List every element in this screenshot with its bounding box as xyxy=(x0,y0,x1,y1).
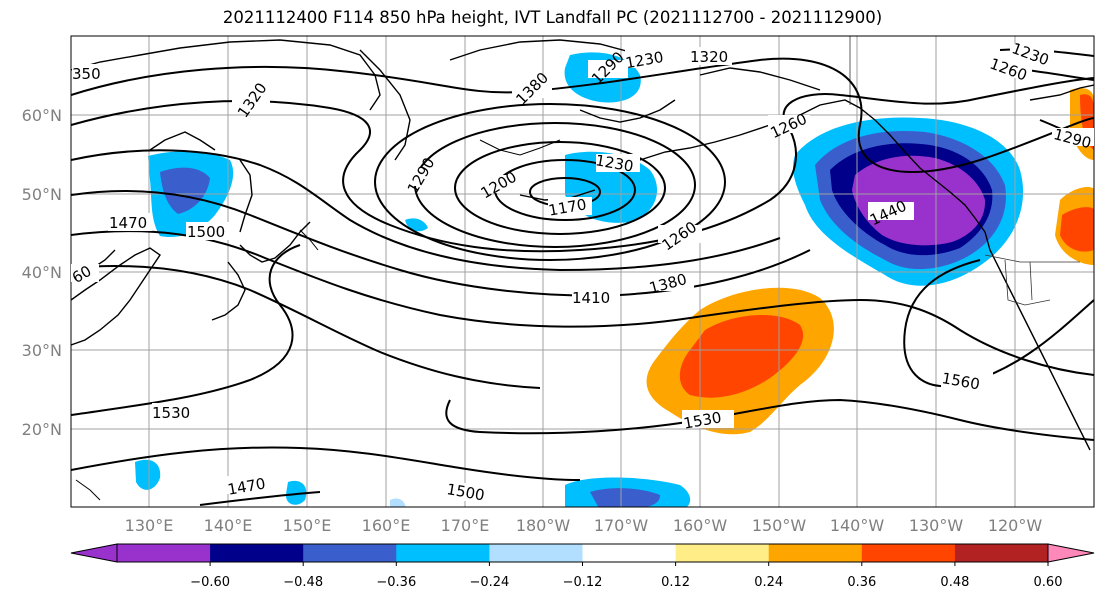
coastlines xyxy=(71,39,1094,451)
colorbar-cell xyxy=(582,544,677,562)
contour-label: 350 xyxy=(72,65,101,83)
colorbar-tick-label: −0.36 xyxy=(376,575,416,590)
lon-label: 150°E xyxy=(283,516,332,535)
contour-label: 1530 xyxy=(152,404,190,422)
colorbar-tick-label: −0.12 xyxy=(563,575,603,590)
contour-label: 1500 xyxy=(187,223,225,241)
colorbar-tick-label: −0.60 xyxy=(190,575,230,590)
colorbar-cell xyxy=(861,544,956,562)
lon-label: 130°W xyxy=(909,516,964,535)
colorbar-cell xyxy=(675,544,770,562)
positive-anomaly-subtropical-plume xyxy=(646,287,834,435)
lon-label: 130°E xyxy=(125,516,174,535)
colorbar-cell xyxy=(768,544,863,562)
colorbar-extend-max xyxy=(1047,543,1095,563)
negative-anomaly-central-pacific-south xyxy=(135,459,691,507)
lat-label: 20°N xyxy=(22,420,62,439)
lat-label: 60°N xyxy=(22,106,62,125)
lat-label: 50°N xyxy=(22,185,62,204)
political-borders xyxy=(849,36,1080,306)
contour-label: 1470 xyxy=(109,214,147,232)
latitude-labels: 60°N 50°N 40°N 30°N 20°N xyxy=(22,106,62,439)
lon-label: 170°E xyxy=(441,516,490,535)
colorbar-extend-min xyxy=(70,543,118,563)
colorbar-cell xyxy=(489,544,583,562)
negative-anomaly-gulf-of-alaska xyxy=(793,117,1024,286)
colorbar-cell xyxy=(954,544,1049,562)
lon-label: 140°E xyxy=(204,516,253,535)
lon-label: 150°W xyxy=(752,516,807,535)
colorbar-tick-label: −0.24 xyxy=(469,575,509,590)
colorbar-cell xyxy=(396,544,490,562)
islands xyxy=(75,139,561,501)
lat-label: 40°N xyxy=(22,263,62,282)
colorbar-cell xyxy=(117,544,211,562)
lon-label: 120°W xyxy=(988,516,1043,535)
colorbar-tick-label: 0.48 xyxy=(940,575,969,590)
lon-label: 170°W xyxy=(594,516,649,535)
colorbar-tick-label: 0.36 xyxy=(847,575,876,590)
colorbar-tick-label: −0.48 xyxy=(283,575,323,590)
colorbar-tick-label: 0.12 xyxy=(661,575,690,590)
colorbar: −0.60 −0.48 −0.36 −0.24 −0.12 0.12 0.24 0.36 0.4… xyxy=(70,543,1095,590)
lon-label: 160°E xyxy=(362,516,411,535)
colorbar-tick-label: 0.24 xyxy=(754,575,783,590)
lon-label: 160°W xyxy=(673,516,728,535)
lon-label: 180°W xyxy=(516,516,571,535)
lat-label: 30°N xyxy=(22,341,62,360)
lon-label: 140°W xyxy=(830,516,885,535)
map-title: 2021112400 F114 850 hPa height, IVT Land… xyxy=(222,8,883,27)
colorbar-cell xyxy=(303,544,397,562)
contour-label: 1320 xyxy=(690,48,728,66)
contour-label: 1410 xyxy=(572,289,610,307)
colorbar-cell xyxy=(210,544,304,562)
longitude-labels: 130°E 140°E 150°E 160°E 170°E 180°W 170°… xyxy=(125,516,1043,535)
colorbar-tick-label: 0.60 xyxy=(1034,575,1063,590)
